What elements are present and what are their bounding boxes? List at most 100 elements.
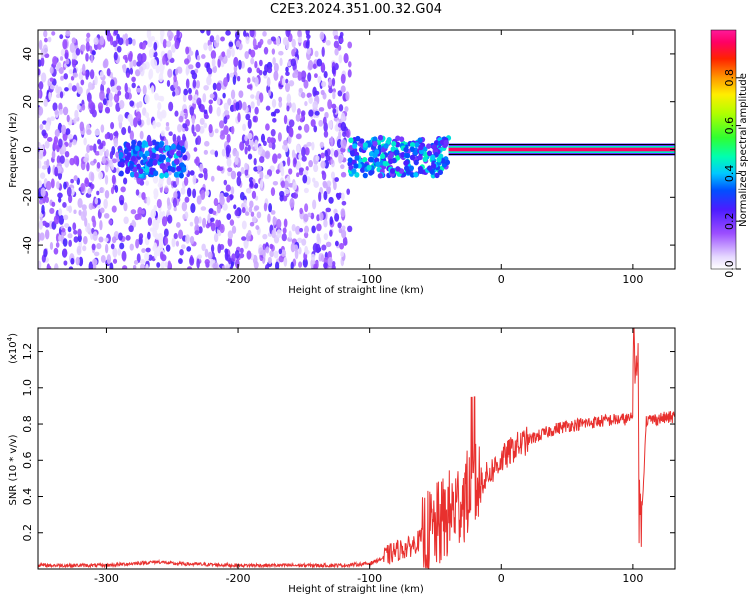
heatmap-cell	[198, 216, 202, 224]
heatmap-cell	[96, 242, 102, 250]
heatmap-cell	[129, 100, 135, 107]
heatmap-cell	[213, 198, 219, 207]
heatmap-cell	[104, 237, 109, 243]
heatmap-cell	[99, 142, 104, 149]
heatmap-cell	[185, 46, 190, 55]
heatmap-cell	[157, 102, 162, 111]
heatmap-cell	[196, 135, 202, 145]
heatmap-cell	[250, 211, 255, 217]
heatmap-cell	[194, 215, 199, 226]
heatmap-cell	[81, 104, 86, 111]
heatmap-cell	[126, 152, 132, 159]
heatmap-cell	[155, 121, 162, 128]
heatmap-cell	[130, 155, 136, 162]
heatmap-cell	[305, 40, 310, 49]
heatmap-cell	[163, 228, 169, 237]
heatmap-cell	[78, 256, 84, 267]
heatmap-cell	[173, 158, 179, 165]
heatmap-cell	[295, 225, 301, 235]
heatmap-cell	[38, 81, 44, 90]
heatmap-cell	[192, 188, 197, 199]
heatmap-cell	[54, 129, 60, 137]
heatmap-cell	[440, 158, 446, 164]
heatmap-cell	[313, 180, 319, 188]
heatmap-cell	[203, 109, 208, 114]
heatmap-cell	[320, 62, 325, 72]
heatmap-cell	[172, 90, 176, 97]
heatmap-cell	[146, 30, 152, 40]
heatmap-cell	[272, 180, 279, 186]
heatmap-cell	[299, 207, 303, 215]
heatmap-cell	[88, 145, 94, 151]
heatmap-cell	[92, 143, 97, 153]
heatmap-cell	[82, 63, 86, 74]
heatmap-cell	[162, 55, 166, 66]
heatmap-cell	[110, 79, 115, 88]
heatmap-cell	[109, 262, 114, 269]
heatmap-cell	[123, 216, 129, 225]
heatmap-cell	[38, 39, 43, 50]
heatmap-cell	[249, 221, 255, 227]
heatmap-cell	[171, 143, 177, 150]
heatmap-cell	[263, 202, 268, 212]
heatmap-cell	[201, 243, 206, 252]
heatmap-cell	[77, 228, 82, 237]
heatmap-cell	[142, 85, 147, 96]
heatmap-cell	[418, 144, 424, 151]
heatmap-cell	[192, 79, 197, 89]
heatmap-cell	[278, 248, 283, 255]
heatmap-cell	[247, 118, 252, 129]
heatmap-cell	[104, 133, 109, 140]
x-tick-label: -100	[357, 273, 382, 286]
heatmap-cell	[195, 61, 201, 69]
heatmap-cell	[216, 106, 221, 117]
heatmap-cell	[327, 99, 333, 110]
colorbar-label: Normalized spectral amplitude	[738, 73, 749, 227]
heatmap-cell	[340, 112, 346, 123]
heatmap-cell	[311, 225, 316, 234]
heatmap-cell	[276, 229, 282, 239]
heatmap-cell	[308, 109, 314, 117]
heatmap-cell	[43, 37, 48, 43]
heatmap-cell	[318, 107, 325, 112]
heatmap-cell	[330, 136, 334, 147]
heatmap-cell	[110, 163, 115, 171]
heatmap-cell	[259, 156, 265, 164]
heatmap-cell	[85, 41, 90, 52]
heatmap-cell	[111, 158, 118, 164]
heatmap-cell	[99, 36, 105, 46]
heatmap-cell	[314, 50, 319, 58]
heatmap-cell	[232, 74, 237, 85]
heatmap-cell	[160, 130, 166, 137]
heatmap-cell	[122, 63, 127, 73]
snr-frame	[37, 327, 676, 570]
heatmap-cell	[321, 81, 327, 88]
heatmap-cell	[141, 248, 146, 253]
heatmap-cell	[148, 68, 154, 79]
heatmap-cell	[328, 87, 333, 94]
heatmap-cell	[348, 137, 354, 144]
heatmap-cell	[323, 233, 328, 241]
heatmap-cell	[414, 141, 420, 148]
heatmap-cell	[178, 229, 184, 240]
heatmap-cell	[267, 38, 272, 45]
colorbar-tick-label: 0.0	[723, 260, 736, 278]
heatmap-cell	[339, 242, 345, 250]
heatmap-cell	[258, 59, 263, 67]
heatmap-cell	[295, 144, 301, 153]
heatmap-cell	[53, 247, 59, 255]
heatmap-cell	[368, 170, 374, 176]
heatmap-cell	[372, 152, 378, 159]
heatmap-cell	[303, 187, 309, 194]
heatmap-cell	[331, 77, 336, 87]
heatmap-cell	[158, 141, 164, 148]
heatmap-cell	[176, 144, 182, 151]
heatmap-cell	[103, 213, 110, 219]
heatmap-cell	[310, 119, 316, 128]
heatmap-cell	[62, 106, 69, 116]
heatmap-cell	[264, 174, 270, 180]
heatmap-cell	[59, 91, 64, 99]
heatmap-cell	[122, 265, 128, 269]
heatmap-cell	[68, 194, 73, 204]
heatmap-cell	[45, 229, 50, 240]
